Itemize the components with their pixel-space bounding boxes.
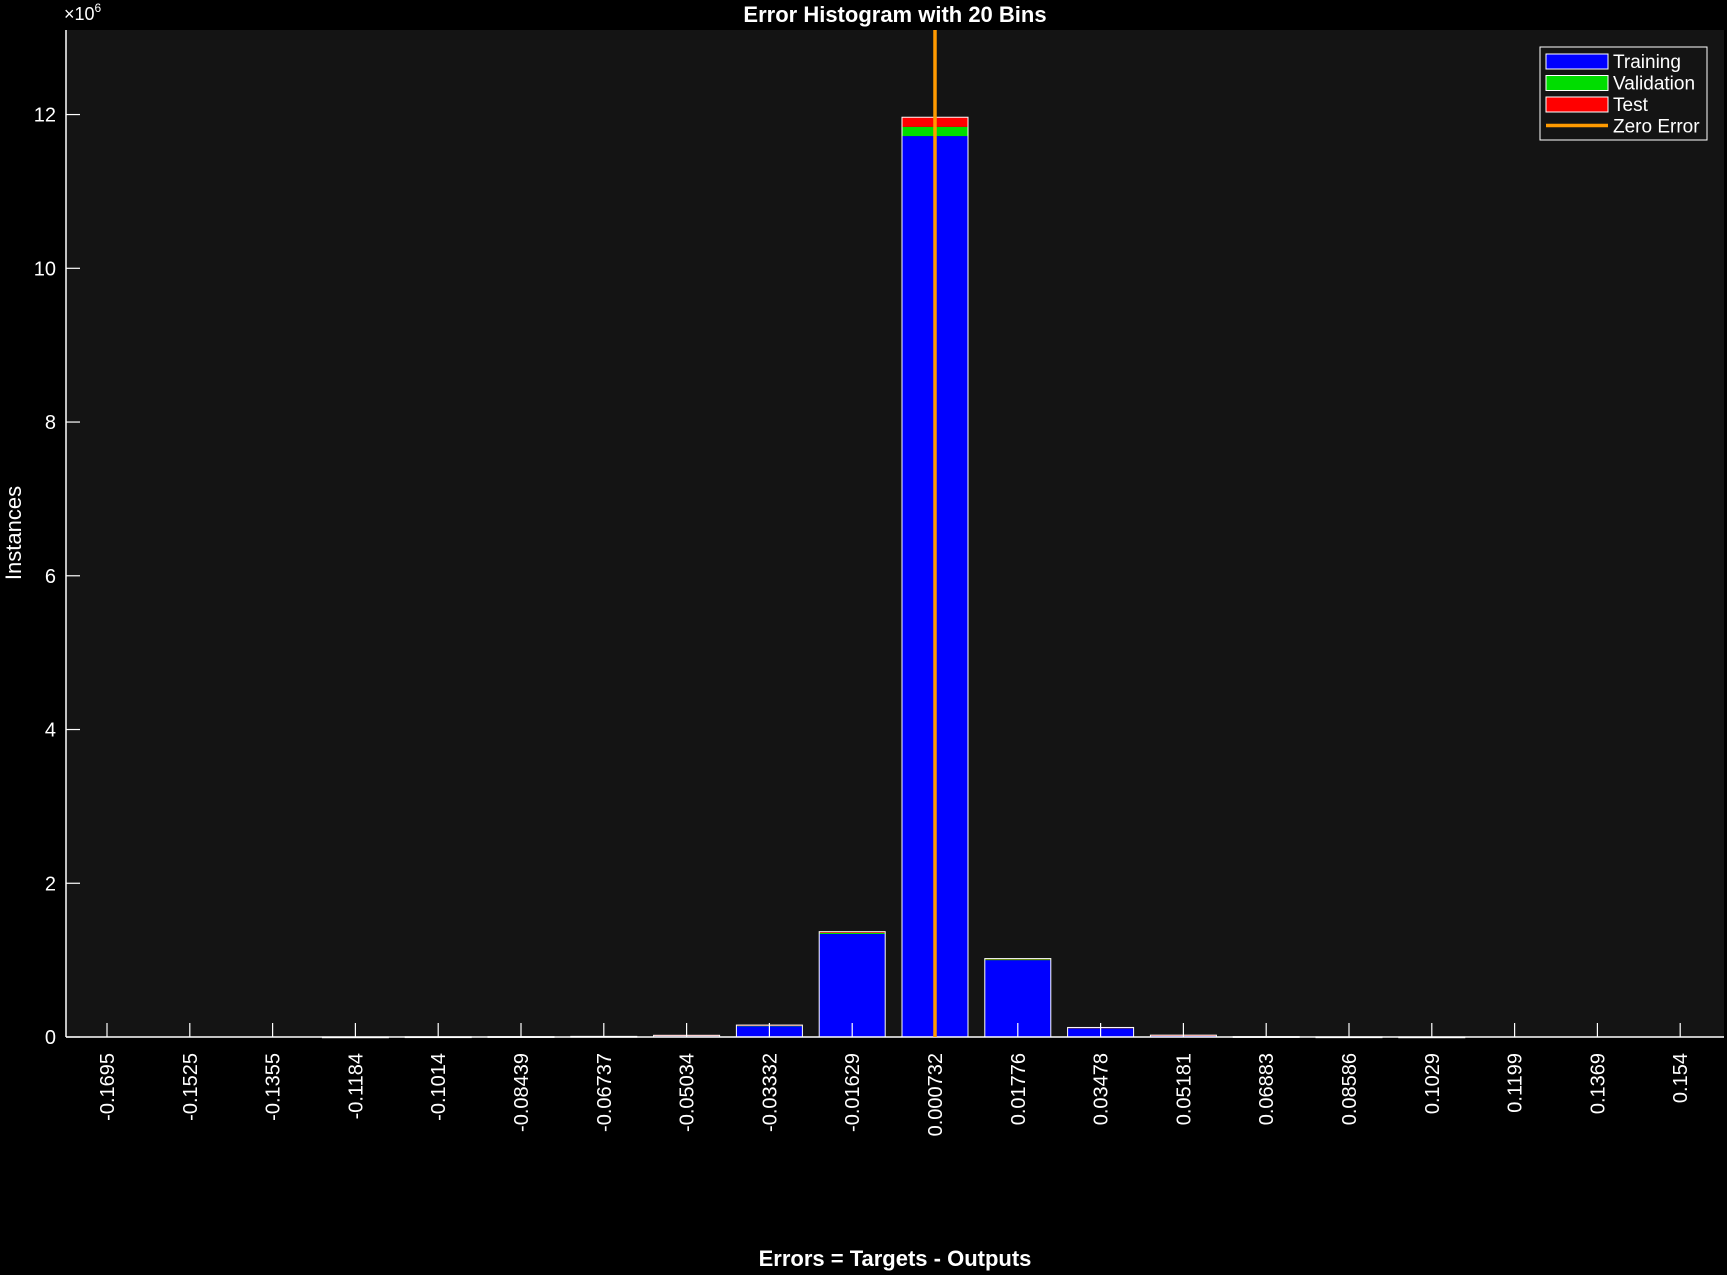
x-tick-label-16: 0.1029 xyxy=(1422,1053,1444,1114)
bar-training-9 xyxy=(819,933,886,1037)
y-axis-label: Instances xyxy=(1,486,26,580)
y-tick-label-0: 0 xyxy=(45,1027,56,1049)
x-tick-label-2: -0.1355 xyxy=(263,1053,285,1121)
x-tick-label-8: -0.03332 xyxy=(759,1053,781,1132)
legend-label-validation: Validation xyxy=(1613,74,1695,95)
y-exponent-power: 6 xyxy=(95,1,102,15)
x-tick-label-9: -0.01629 xyxy=(842,1053,864,1132)
y-tick-label-4: 8 xyxy=(45,412,56,434)
x-tick-label-0: -0.1695 xyxy=(97,1053,119,1121)
y-exponent-label: ×106 xyxy=(64,1,102,24)
x-tick-label-4: -0.1014 xyxy=(428,1053,450,1121)
x-tick-label-12: 0.03478 xyxy=(1091,1053,1113,1125)
y-tick-label-5: 10 xyxy=(34,258,56,280)
x-tick-label-18: 0.1369 xyxy=(1587,1053,1609,1114)
chart-title: Error Histogram with 20 Bins xyxy=(743,2,1046,27)
legend-swatch-test xyxy=(1545,96,1609,113)
x-tick-label-10: 0.000732 xyxy=(925,1053,947,1136)
x-tick-label-13: 0.05181 xyxy=(1173,1053,1195,1125)
x-tick-label-7: -0.05034 xyxy=(677,1053,699,1132)
bar-test-9 xyxy=(819,931,886,933)
x-tick-label-5: -0.08439 xyxy=(511,1053,533,1132)
x-tick-label-14: 0.06883 xyxy=(1256,1053,1278,1125)
plot-area-background xyxy=(66,30,1724,1037)
x-tick-label-1: -0.1525 xyxy=(180,1053,202,1121)
y-tick-label-2: 4 xyxy=(45,720,56,742)
y-tick-label-1: 2 xyxy=(45,873,56,895)
y-tick-label-6: 12 xyxy=(34,105,56,127)
bar-validation-11 xyxy=(984,959,1051,961)
legend-swatch-validation xyxy=(1545,75,1609,91)
legend-swatch-training xyxy=(1545,53,1609,70)
y-exponent-base: ×10 xyxy=(64,4,95,24)
x-tick-label-11: 0.01776 xyxy=(1008,1053,1030,1125)
legend-label-training: Training xyxy=(1613,52,1681,73)
x-tick-label-19: 0.154 xyxy=(1670,1053,1692,1103)
legend-label-test: Test xyxy=(1613,95,1649,116)
bar-validation-9 xyxy=(819,932,886,934)
legend-label-zero-error: Zero Error xyxy=(1613,117,1700,138)
ticks-layer: -0.1695 -0.1525 -0.1355 -0.1184 -0.1014 -0.08… xyxy=(34,105,1692,1137)
y-tick-label-3: 6 xyxy=(45,566,56,588)
x-axis-label: Errors = Targets - Outputs xyxy=(759,1246,1032,1271)
x-tick-label-6: -0.06737 xyxy=(594,1053,616,1132)
x-tick-label-17: 0.1199 xyxy=(1505,1053,1527,1113)
x-tick-label-3: -0.1184 xyxy=(345,1053,367,1119)
x-tick-label-15: 0.08586 xyxy=(1339,1053,1361,1125)
